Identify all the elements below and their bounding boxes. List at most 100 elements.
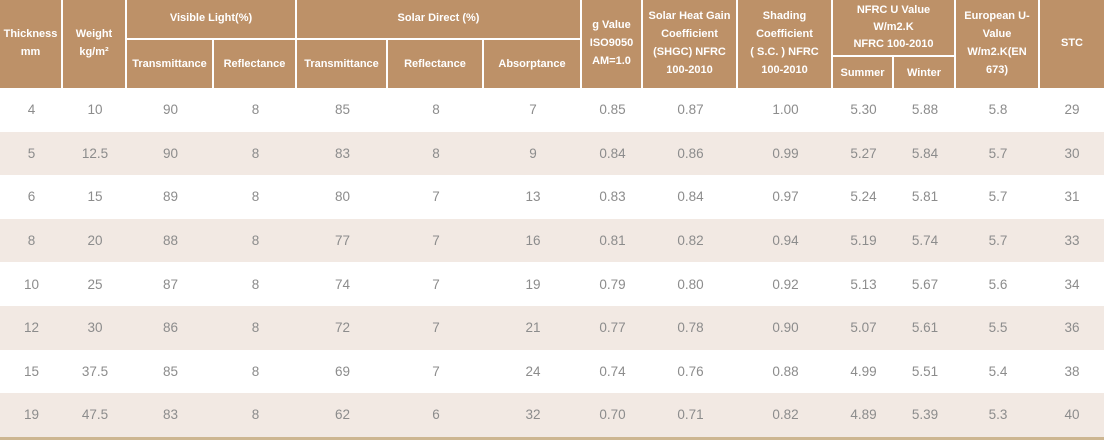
table-cell: 5.24: [850, 189, 877, 205]
table-cell: 7: [432, 320, 440, 336]
table-cell: 5.5: [988, 320, 1008, 336]
table-cell: 8: [251, 102, 260, 118]
header-group-solar-direct: Solar Direct (%) Transmittance Reflectan…: [297, 0, 582, 88]
table-cell: 8: [251, 320, 260, 336]
table-cell: 4: [27, 102, 36, 118]
table-cell: 80: [334, 189, 351, 205]
table-cell: 87: [162, 276, 179, 292]
table-cell: 86: [162, 320, 179, 336]
header-shading-coefficient: Shading Coefficient ( S.C. ) NFRC 100-20…: [738, 0, 833, 88]
table-cell: 5.84: [911, 145, 939, 161]
table-cell: 15: [23, 363, 40, 379]
table-cell: 0.71: [677, 407, 704, 423]
header-nfrc-u-value: NFRC U Value W/m2.K NFRC 100-2010: [833, 0, 954, 57]
table-cell: 0.85: [599, 102, 626, 118]
table-cell: 16: [525, 233, 541, 249]
table-cell: 7: [432, 189, 440, 205]
table-cell: 89: [162, 189, 179, 205]
header-group-nfrc-u-value: NFRC U Value W/m2.K NFRC 100-2010 Summer…: [833, 0, 956, 88]
table-cell: 34: [1064, 276, 1080, 292]
table-cell: 77: [334, 233, 351, 249]
table-cell: 0.92: [772, 276, 799, 292]
table-row: 4 10 90 8 85 8 7 0.85 0.87 1.00 5.30 5.88 5.8 29: [0, 88, 1104, 132]
table-cell: 24: [525, 363, 541, 379]
header-european-u-value: European U- Value W/m2.K(EN 673): [956, 0, 1040, 88]
table-cell: 7: [529, 102, 537, 118]
table-cell: 36: [1064, 320, 1080, 336]
table-cell: 0.90: [772, 320, 799, 336]
table-cell: 83: [334, 145, 351, 161]
table-cell: 5.4: [988, 363, 1008, 379]
table-cell: 85: [334, 102, 351, 118]
table-cell: 7: [432, 276, 440, 292]
table-cell: 5.7: [988, 145, 1008, 161]
table-cell: 47.5: [81, 407, 109, 423]
header-visible-light: Visible Light(%): [127, 0, 295, 40]
table-cell: 0.82: [677, 233, 704, 249]
table-cell: 37.5: [81, 363, 109, 379]
table-cell: 5.13: [850, 276, 877, 292]
table-cell: 8: [251, 189, 260, 205]
table-row: 10 25 87 8 74 7 19 0.79 0.80 0.92 5.13 5.67 5.6 34: [0, 262, 1104, 306]
header-thickness: Thickness mm: [0, 0, 63, 88]
table-cell: 0.84: [677, 189, 704, 205]
table-cell: 5.39: [911, 407, 939, 423]
table-cell: 88: [162, 233, 179, 249]
table-cell: 12.5: [81, 145, 109, 161]
table-cell: 30: [1064, 145, 1080, 161]
table-cell: 0.99: [772, 145, 799, 161]
table-cell: 5.7: [988, 233, 1008, 249]
table-cell: 9: [529, 145, 537, 161]
table-cell: 7: [432, 363, 440, 379]
table-cell: 5.8: [988, 102, 1008, 118]
table-cell: 5.7: [988, 189, 1008, 205]
header-weight: Weight kg/m²: [63, 0, 127, 88]
header-vl-reflectance: Reflectance: [212, 40, 295, 88]
table-cell: 1.00: [772, 102, 799, 118]
table-cell: 7: [432, 233, 440, 249]
table-cell: 8: [27, 233, 36, 249]
table-cell: 0.86: [677, 145, 704, 161]
table-cell: 8: [432, 102, 440, 118]
table-cell: 20: [87, 233, 103, 249]
table-cell: 5.3: [988, 407, 1008, 423]
header-vl-transmittance: Transmittance: [132, 58, 207, 70]
table-cell: 6: [432, 407, 440, 423]
table-cell: 8: [432, 145, 440, 161]
table-row: 8 20 88 8 77 7 16 0.81 0.82 0.94 5.19 5.74 5.7 33: [0, 218, 1104, 263]
table-cell: 83: [162, 407, 179, 423]
table-cell: 5.07: [850, 320, 877, 336]
table-cell: 8: [251, 276, 260, 292]
table-cell: 90: [162, 102, 179, 118]
table-cell: 0.88: [772, 363, 799, 379]
table-cell: 0.70: [599, 407, 626, 423]
table-cell: 0.77: [599, 320, 626, 336]
table-cell: 19: [23, 407, 40, 423]
table-row: 19 47.5 83 8 62 6 32 0.70 0.71 0.82 4.89 5.39 5.3 40: [0, 393, 1104, 437]
header-group-visible-light: Visible Light(%) Transmittance Reflectan…: [127, 0, 297, 88]
table-cell: 10: [23, 276, 40, 292]
table-cell: 21: [525, 320, 541, 336]
table-cell: 10: [87, 102, 103, 118]
table-cell: 62: [334, 407, 351, 423]
table-cell: 5.88: [911, 102, 939, 118]
table-row: 6 15 89 8 80 7 13 0.83 0.84 0.97 5.24 5.81 5.7 31: [0, 175, 1104, 219]
table-cell: 29: [1064, 102, 1080, 118]
table-cell: 0.82: [772, 407, 799, 423]
table-cell: 5.6: [988, 276, 1008, 292]
table-cell: 90: [162, 145, 179, 161]
table-cell: 5.51: [911, 363, 939, 379]
header-shgc: Solar Heat Gain Coefficient (SHGC) NFRC …: [643, 0, 738, 88]
table-cell: 85: [162, 363, 179, 379]
table-cell: 74: [334, 276, 351, 292]
table-cell: 0.97: [772, 189, 799, 205]
header-g-value: g Value ISO9050 AM=1.0: [582, 0, 643, 88]
table-body: 4 10 90 8 85 8 7 0.85 0.87 1.00 5.30 5.88 5.8 29 5 12.5…: [0, 88, 1104, 440]
table-cell: 12: [23, 320, 40, 336]
header-sd-reflectance: Reflectance: [386, 40, 482, 88]
table-cell: 25: [87, 276, 103, 292]
table-cell: 5.74: [911, 233, 939, 249]
table-cell: 15: [87, 189, 103, 205]
